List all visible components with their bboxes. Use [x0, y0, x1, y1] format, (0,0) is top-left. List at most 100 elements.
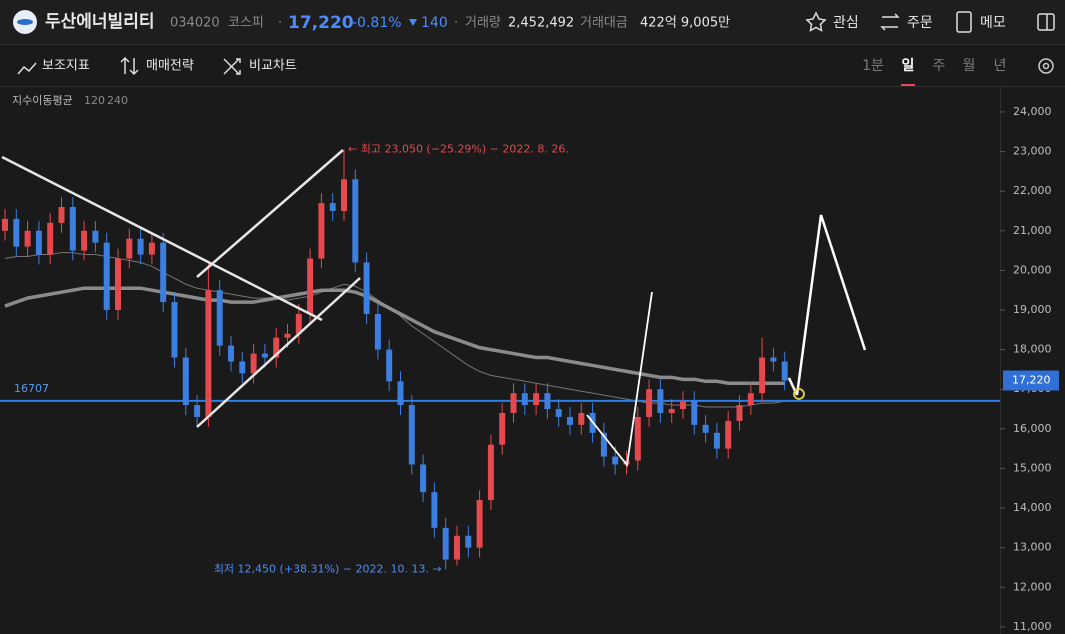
candle-body: [646, 389, 653, 417]
candle-body: [137, 238, 144, 255]
header-bar: [0, 0, 1065, 44]
tool-compare[interactable]: 비교차트: [249, 59, 297, 74]
candle-body: [216, 290, 223, 346]
period-tab[interactable]: 1분: [862, 58, 884, 74]
volume: 2,452,492: [508, 16, 574, 31]
candle-body: [47, 222, 54, 255]
drawings: [1, 149, 867, 468]
marker: [793, 388, 805, 400]
candle-body: [273, 337, 280, 358]
candle-body: [668, 409, 675, 413]
order-button[interactable]: 주문: [907, 15, 933, 31]
last-price-label: 17,220: [1012, 374, 1051, 387]
settings-icon[interactable]: [1038, 58, 1054, 74]
y-tick-label: 23,000: [1013, 145, 1052, 158]
candle-body: [420, 464, 427, 493]
y-tick-label: 20,000: [1013, 263, 1052, 276]
candle-body: [465, 535, 472, 548]
candle-body: [476, 500, 483, 548]
y-tick-label: 12,000: [1013, 580, 1052, 593]
order-icon[interactable]: [880, 13, 900, 31]
candle-body: [691, 401, 698, 425]
memo-button[interactable]: 메모: [980, 15, 1006, 31]
candle-body: [182, 357, 189, 406]
trend-line: [586, 291, 653, 468]
candle-body: [69, 207, 76, 251]
tool-strategy[interactable]: 매매전략: [146, 59, 194, 74]
candle-body: [747, 393, 754, 406]
candle-body: [521, 393, 528, 406]
active-underline: [901, 84, 915, 86]
stock-code: 034020: [170, 16, 220, 31]
candle-body: [250, 353, 257, 374]
panel-toggle[interactable]: [1037, 13, 1055, 31]
candle-body: [736, 405, 743, 421]
candle-body: [499, 412, 506, 445]
market: 코스피: [228, 16, 264, 31]
volume-label: 거래량: [465, 16, 501, 31]
candle-body: [487, 444, 494, 501]
settings-icon-center: [1042, 62, 1050, 70]
y-tick-label: 14,000: [1013, 501, 1052, 514]
low-annotation: 최저 12,450 (+38.31%) − 2022. 10. 13. →: [214, 562, 442, 575]
candle-body: [318, 203, 325, 259]
compare-icon[interactable]: [223, 58, 241, 75]
strategy-icon[interactable]: [120, 56, 139, 76]
candle-body: [363, 262, 370, 314]
candle-body: [713, 432, 720, 449]
watch-button[interactable]: 관심: [833, 15, 859, 31]
candle-body: [781, 361, 788, 381]
high-annotation: ← 최고 23,050 (−25.29%) − 2022. 8. 26.: [348, 143, 569, 156]
candle-body: [239, 361, 246, 374]
period-tab[interactable]: 월: [963, 58, 976, 74]
last-price-tag: [1003, 370, 1059, 391]
logo-mark: [17, 19, 33, 25]
candle-body: [442, 527, 449, 560]
period-tab[interactable]: 년: [994, 58, 1007, 74]
candle-body: [81, 230, 88, 251]
legend-title: 지수이동평균: [12, 94, 73, 107]
trend-line: [196, 277, 361, 428]
tool-indicator[interactable]: 보조지표: [42, 59, 90, 74]
candle-body: [510, 393, 517, 413]
period-tab[interactable]: 일: [902, 58, 915, 74]
candle-body: [567, 416, 573, 425]
indicator-icon[interactable]: [17, 62, 37, 75]
price: 17,220: [288, 13, 354, 33]
candle-body: [759, 357, 766, 394]
candle-body: [194, 405, 201, 417]
y-tick-label: 15,000: [1013, 461, 1052, 474]
candle-body: [24, 230, 31, 247]
y-tick-label: 11,000: [1013, 620, 1052, 633]
amount: 422억 9,005만: [640, 16, 730, 31]
trend-line: [196, 149, 344, 278]
candle-body: [612, 456, 619, 465]
candle-body: [634, 416, 641, 461]
legend-entry: 120: [84, 94, 105, 107]
candle-body: [352, 179, 359, 263]
candle-body: [397, 381, 404, 406]
separator: ·: [454, 16, 458, 31]
trend-line: [787, 377, 799, 396]
change-pct: -0.81%: [352, 15, 402, 31]
candle-body: [578, 412, 585, 425]
candle-body: [261, 353, 268, 358]
candle-body: [341, 179, 347, 211]
candle-body: [702, 424, 709, 433]
candle-body: [307, 258, 314, 314]
candle-body: [13, 218, 20, 247]
candle-body: [544, 393, 551, 410]
y-tick-label: 16,000: [1013, 422, 1052, 435]
candle-body: [725, 420, 732, 449]
candle-body: [431, 492, 438, 528]
candle-body: [408, 405, 415, 465]
candle-body: [2, 218, 8, 231]
period-tab[interactable]: 주: [933, 58, 946, 74]
memo-icon[interactable]: [956, 11, 972, 33]
star-icon[interactable]: [805, 11, 827, 32]
candle-body: [329, 203, 336, 211]
candle-body: [205, 290, 212, 417]
